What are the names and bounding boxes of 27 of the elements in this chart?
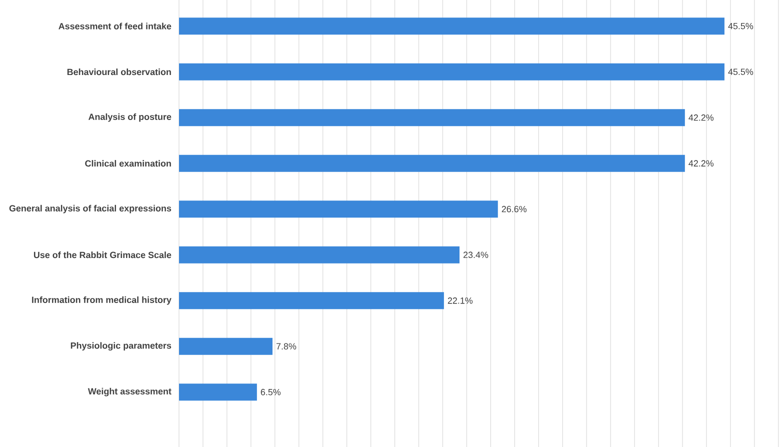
bar — [179, 18, 724, 35]
y-tick-label: Assessment of feed intake — [58, 22, 172, 30]
y-tick-label: Physiologic parameters — [70, 342, 172, 351]
data-label: 45.5% — [728, 22, 754, 30]
data-label: 7.8% — [276, 343, 296, 350]
data-label: 6.5% — [260, 388, 281, 396]
bar — [179, 384, 257, 401]
bar — [179, 292, 444, 310]
bar — [179, 200, 498, 218]
data-label: 45.5% — [728, 68, 754, 75]
y-tick-label: Use of the Rabbit Grimace Scale — [34, 252, 172, 258]
bar — [179, 338, 273, 355]
data-label: 23.4% — [463, 252, 488, 258]
y-tick-label: Analysis of posture — [88, 113, 172, 122]
bar — [179, 154, 685, 172]
y-tick-label: Weight assessment — [88, 388, 172, 396]
y-tick-label: Behavioural observation — [67, 68, 171, 76]
y-tick-label: Information from medical history — [32, 296, 172, 305]
bar — [179, 109, 685, 126]
bar — [179, 63, 724, 80]
data-label: 42.2% — [688, 114, 714, 121]
y-tick-label: General analysis of facial expressions — [9, 204, 172, 214]
data-label: 42.2% — [688, 160, 714, 166]
y-tick-label: Clinical examination — [85, 160, 171, 167]
data-label: 26.6% — [502, 206, 527, 212]
data-label: 22.1% — [448, 297, 473, 304]
bar — [179, 246, 460, 264]
